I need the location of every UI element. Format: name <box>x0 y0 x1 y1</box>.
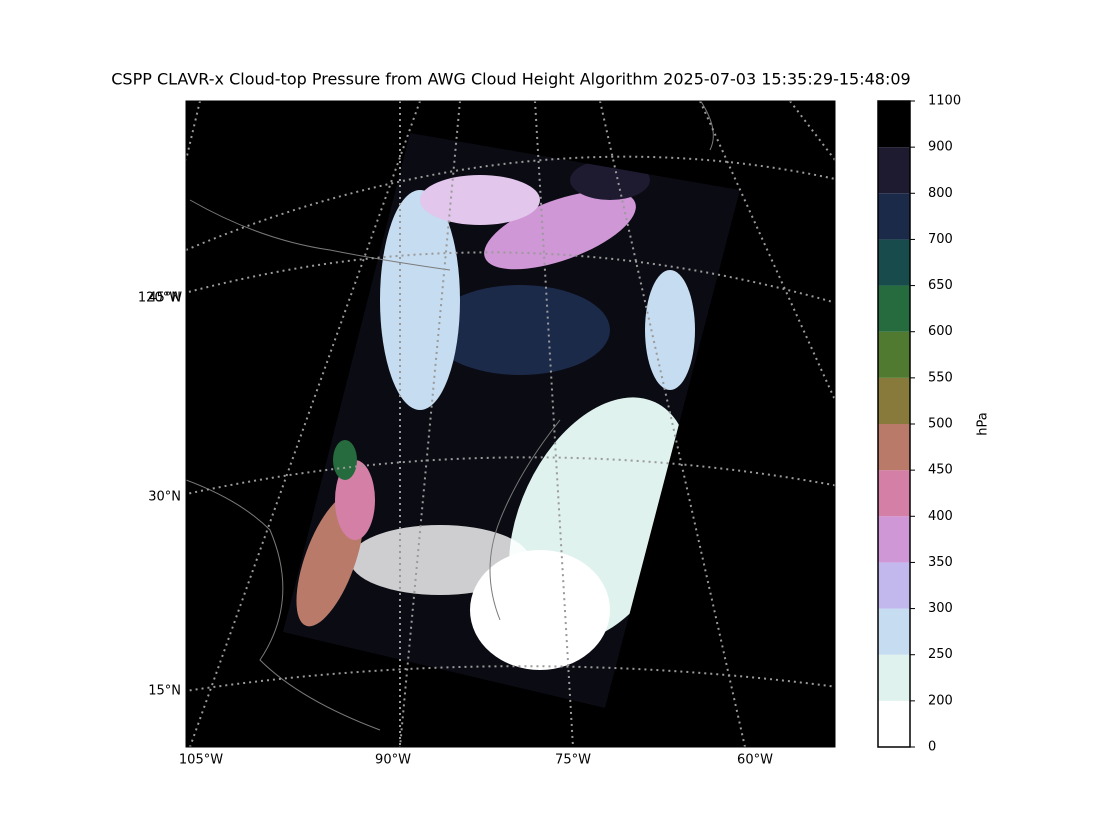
lat-label: 15°N <box>148 684 181 699</box>
title: CSPP CLAVR-x Cloud-top Pressure from AWG… <box>111 70 910 89</box>
colorbar-tick-label: 600 <box>928 324 953 339</box>
lon-label: 60°W <box>737 753 773 768</box>
colorbar-tick-label: 400 <box>928 509 953 524</box>
colorbar-segment <box>878 470 910 517</box>
lon-label: 75°W <box>555 753 591 768</box>
colorbar-label: hPa <box>976 412 991 435</box>
colorbar-segment <box>878 700 910 747</box>
colorbar-tick-label: 0 <box>928 740 936 755</box>
lat-label: 30°N <box>148 490 181 505</box>
colorbar-segment <box>878 147 910 194</box>
cloud-swath <box>283 133 740 708</box>
lon-label: 105°W <box>179 753 223 768</box>
map-frame <box>185 100 836 748</box>
colorbar-tick-label: 1100 <box>928 94 961 109</box>
colorbar-segment <box>878 285 910 332</box>
colorbar-tick-label: 900 <box>928 140 953 155</box>
colorbar-segment <box>878 193 910 240</box>
colorbar-tick-label: 550 <box>928 370 953 385</box>
lat-label: 45°N <box>148 291 181 306</box>
colorbar-segment <box>878 562 910 609</box>
colorbar-segment <box>878 377 910 424</box>
colorbar-tick-label: 450 <box>928 463 953 478</box>
colorbar-tick-label: 500 <box>928 417 953 432</box>
colorbar-segment <box>878 424 910 471</box>
colorbar-segment <box>878 101 910 148</box>
map <box>186 101 835 747</box>
colorbar-segment <box>878 331 910 378</box>
colorbar-tick-label: 700 <box>928 232 953 247</box>
colorbar-tick-label: 650 <box>928 278 953 293</box>
colorbar-segment <box>878 654 910 701</box>
colorbar-segment <box>878 516 910 563</box>
colorbar-tick-label: 250 <box>928 647 953 662</box>
meridian-label: 120°W <box>138 291 182 306</box>
colorbar-tick-label: 200 <box>928 693 953 708</box>
colorbar-segment <box>878 239 910 286</box>
colorbar-segment <box>878 608 910 655</box>
colorbar-tick-label: 300 <box>928 601 953 616</box>
colorbar-tick-label: 350 <box>928 555 953 570</box>
colorbar-tick-label: 800 <box>928 186 953 201</box>
lon-label: 90°W <box>375 753 411 768</box>
